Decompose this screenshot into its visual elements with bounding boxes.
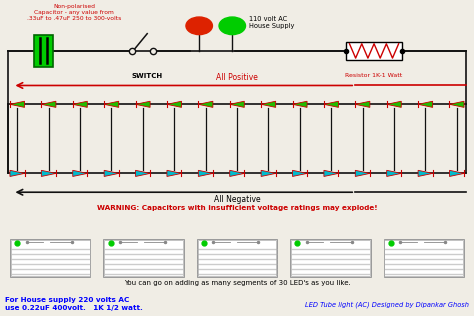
FancyBboxPatch shape: [34, 35, 53, 67]
Polygon shape: [73, 101, 87, 107]
Polygon shape: [41, 101, 56, 107]
Text: All Positive: All Positive: [216, 73, 258, 82]
Polygon shape: [356, 170, 370, 176]
Polygon shape: [104, 101, 118, 107]
Polygon shape: [356, 101, 370, 107]
Polygon shape: [104, 170, 118, 176]
FancyBboxPatch shape: [197, 239, 277, 277]
FancyBboxPatch shape: [290, 239, 371, 277]
Polygon shape: [198, 170, 213, 176]
Polygon shape: [136, 170, 150, 176]
Polygon shape: [73, 170, 87, 176]
Text: 110 volt AC
House Supply: 110 volt AC House Supply: [249, 16, 294, 29]
Polygon shape: [41, 170, 56, 176]
Polygon shape: [230, 101, 244, 107]
Polygon shape: [230, 170, 244, 176]
Polygon shape: [292, 101, 307, 107]
FancyBboxPatch shape: [10, 239, 91, 277]
Polygon shape: [292, 170, 307, 176]
Polygon shape: [449, 170, 464, 176]
Polygon shape: [387, 101, 401, 107]
Polygon shape: [261, 170, 276, 176]
Polygon shape: [449, 101, 464, 107]
Polygon shape: [10, 101, 25, 107]
Text: Non-polarised
Capacitor - any value from
.33uF to .47uF 250 to 300-volts: Non-polarised Capacitor - any value from…: [27, 4, 121, 21]
Circle shape: [219, 17, 246, 35]
FancyBboxPatch shape: [346, 41, 402, 60]
Text: You can go on adding as many segments of 30 LED's as you like.: You can go on adding as many segments of…: [124, 280, 350, 286]
Polygon shape: [324, 101, 338, 107]
Text: Resistor 1K-1 Watt: Resistor 1K-1 Watt: [346, 73, 403, 78]
Polygon shape: [198, 101, 213, 107]
Polygon shape: [167, 170, 182, 176]
FancyBboxPatch shape: [103, 239, 184, 277]
Polygon shape: [167, 101, 182, 107]
Polygon shape: [418, 101, 433, 107]
Polygon shape: [418, 170, 433, 176]
Polygon shape: [387, 170, 401, 176]
Text: All Negative: All Negative: [214, 195, 260, 204]
Text: SWITCH: SWITCH: [132, 73, 163, 79]
Text: LED Tube light (AC) Designed by Dipankar Ghosh: LED Tube light (AC) Designed by Dipankar…: [305, 302, 469, 308]
Text: WARNING: Capacitors with insufficient voltage ratings may explode!: WARNING: Capacitors with insufficient vo…: [97, 205, 377, 211]
FancyBboxPatch shape: [383, 239, 464, 277]
Circle shape: [186, 17, 212, 35]
Polygon shape: [261, 101, 276, 107]
Text: For House supply 220 volts AC
use 0.22uF 400volt.   1K 1/2 watt.: For House supply 220 volts AC use 0.22uF…: [5, 297, 143, 312]
Polygon shape: [10, 170, 25, 176]
Polygon shape: [136, 101, 150, 107]
Polygon shape: [324, 170, 338, 176]
